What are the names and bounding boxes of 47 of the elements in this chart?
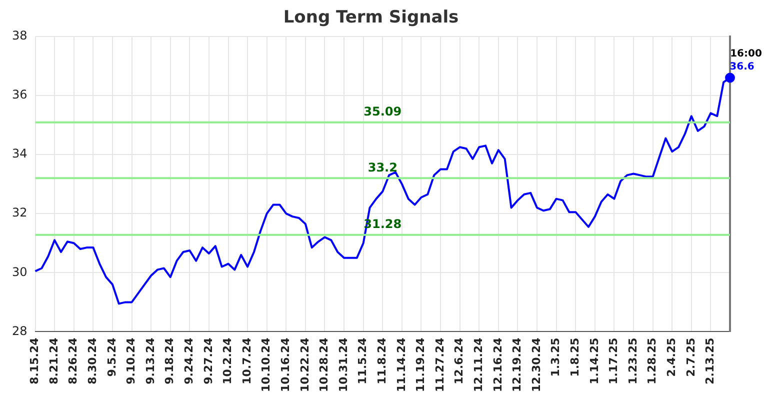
x-tick-label: 9.5.24 [105, 337, 118, 377]
ref-line-label: 35.09 [364, 104, 402, 118]
x-tick-label: 9.13.24 [144, 337, 157, 384]
x-tick-label: 1.23.25 [626, 338, 640, 384]
x-tick-label: 10.16.24 [279, 337, 292, 392]
x-tick-label: 12.16.24 [491, 337, 504, 392]
x-tick-label: 9.10.24 [124, 337, 138, 384]
x-tick-label: 12.11.24 [472, 337, 485, 392]
x-tick-label: 8.26.24 [66, 337, 80, 384]
x-tick-label: 10.28.24 [318, 337, 331, 392]
text: 16:00 [730, 48, 762, 60]
y-tick-label: 32 [12, 206, 28, 220]
x-tick-label: 11.5.24 [356, 337, 370, 384]
x-tick-label: 11.14.24 [394, 337, 408, 392]
x-tick-label: 8.15.24 [28, 337, 42, 384]
y-tick-label: 30 [12, 264, 28, 279]
x-tick-label: 12.6.24 [452, 337, 466, 384]
x-tick-label: 9.27.24 [202, 337, 215, 384]
x-tick-label: 1.3.25 [549, 338, 562, 377]
y-tick-label: 38 [12, 28, 28, 43]
x-tick-label: 11.8.24 [375, 337, 388, 384]
x-tick-label: 11.27.24 [433, 337, 446, 392]
x-tick-label: 9.18.24 [163, 337, 176, 384]
x-tick-label: 1.8.25 [568, 338, 582, 377]
chart-title: Long Term Signals [283, 8, 459, 28]
x-tick-label: 10.7.24 [240, 337, 254, 384]
x-tick-label: 2.13.25 [704, 338, 717, 384]
ref-line-label: 33.2 [368, 160, 398, 174]
x-tick-label: 1.28.25 [646, 338, 659, 384]
x-tick-label: 2.4.25 [664, 338, 678, 377]
y-tick-label: 34 [12, 146, 28, 161]
x-tick-label: 9.24.24 [182, 337, 196, 384]
x-tick-label: 8.21.24 [47, 337, 60, 384]
x-tick-label: 11.19.24 [414, 337, 428, 392]
x-tick-label: 12.19.24 [510, 337, 524, 392]
x-tick-label: 10.22.24 [298, 337, 312, 392]
y-tick-label: 36 [12, 88, 28, 102]
x-tick-label: 12.30.24 [530, 337, 543, 392]
x-tick-label: 8.30.24 [86, 337, 100, 384]
x-tick-label: 1.17.25 [607, 338, 620, 384]
x-tick-label: 10.2.24 [221, 337, 234, 384]
x-tick-label: 2.7.25 [684, 338, 698, 377]
x-tick-label: 10.10.24 [260, 337, 273, 392]
x-tick-label: 1.14.25 [588, 338, 601, 384]
x-tick-label: 10.31.24 [336, 337, 350, 392]
y-tick-label: 28 [12, 324, 28, 338]
data-label: 36.6 [730, 61, 754, 72]
